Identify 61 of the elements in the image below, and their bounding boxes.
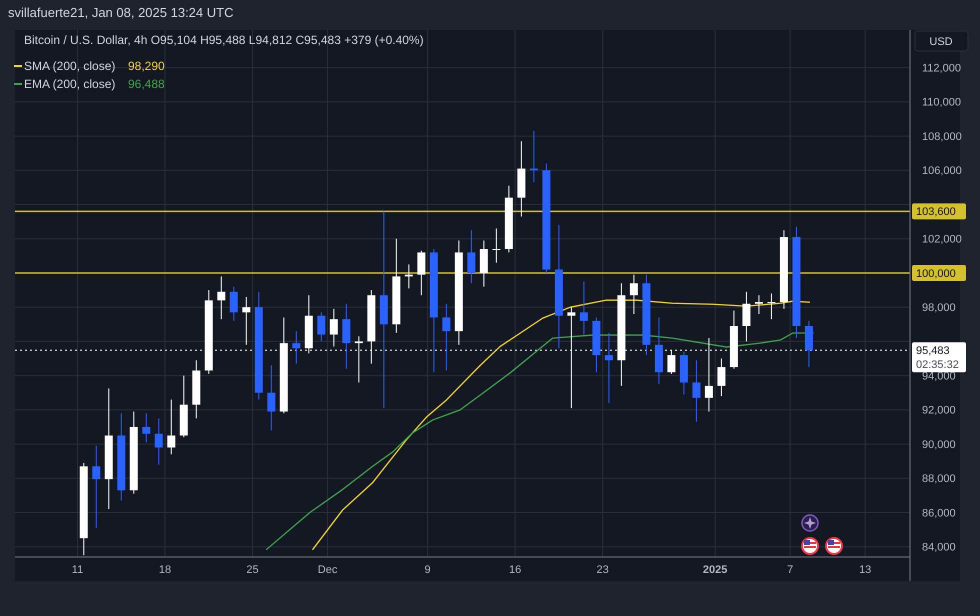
y-tick-label: 92,000 xyxy=(922,404,956,417)
line-series xyxy=(312,300,811,550)
y-tick-label: 94,000 xyxy=(922,370,956,382)
candlestick xyxy=(417,250,426,296)
candlestick xyxy=(692,360,700,422)
candlestick xyxy=(742,291,750,342)
candlestick xyxy=(167,399,176,455)
ref-line-label: 95,483 xyxy=(916,345,950,358)
x-tick-label: 25 xyxy=(246,564,259,576)
x-tick-label: 11 xyxy=(72,564,84,576)
candlestick xyxy=(330,308,338,348)
ref-line-label: 100,000 xyxy=(916,268,956,280)
y-axis-title: USD xyxy=(929,36,953,48)
candlestick xyxy=(142,412,150,443)
x-tick-label: 2025 xyxy=(702,564,728,576)
candlestick xyxy=(442,303,450,371)
candlestick xyxy=(342,303,350,370)
candlestick xyxy=(292,330,300,364)
x-tick-label: 16 xyxy=(508,564,522,576)
candlestick xyxy=(317,312,326,342)
annotation: 98,290 xyxy=(128,59,166,73)
x-tick-label: 7 xyxy=(787,564,794,576)
candlestick xyxy=(754,294,763,315)
y-tick-label: 106,000 xyxy=(922,165,962,178)
chart-title: Bitcoin / U.S. Dollar, 4h O95,104 H95,488 L94,812 C95,483 +379 (+0.40%) xyxy=(24,33,424,47)
text: 02:35:32 xyxy=(916,359,959,372)
y-tick-label: 110,000 xyxy=(922,96,961,109)
y-tick-label: 108,000 xyxy=(922,130,962,143)
candlestick xyxy=(92,445,100,528)
candlestick xyxy=(154,418,163,466)
y-tick-label: 98,000 xyxy=(922,302,956,314)
x-tick-label: 23 xyxy=(596,564,609,576)
y-tick-label: 90,000 xyxy=(922,438,956,451)
candlestick xyxy=(404,264,413,289)
x-tick-label: 18 xyxy=(158,564,172,576)
candlestick xyxy=(604,332,613,404)
y-tick-label: 84,000 xyxy=(922,542,956,554)
text: svillafuerte21, Jan 08, 2025 13:24 UTC xyxy=(8,5,234,20)
x-tick-label: 9 xyxy=(424,564,431,576)
candlestick xyxy=(630,274,638,315)
legend-label: EMA (200, close) xyxy=(24,77,116,91)
y-tick-label: 88,000 xyxy=(922,473,956,486)
candlestick xyxy=(217,276,226,320)
candlestick xyxy=(242,296,250,346)
candlestick xyxy=(580,281,588,336)
x-tick-label: 13 xyxy=(859,564,872,576)
candlestick xyxy=(530,130,538,183)
candlestick xyxy=(767,293,776,320)
candlestick xyxy=(717,358,726,397)
annotation: 96,488 xyxy=(128,77,166,91)
candlestick xyxy=(492,228,500,264)
ref-line-label: 103,600 xyxy=(916,206,956,218)
y-tick-label: 112,000 xyxy=(922,62,961,74)
candlestick xyxy=(267,364,276,431)
y-tick-label: 102,000 xyxy=(922,234,962,246)
legend-label: SMA (200, close) xyxy=(24,59,116,73)
candlestick xyxy=(467,230,476,284)
y-tick-label: 86,000 xyxy=(922,507,956,520)
x-tick-label: Dec xyxy=(318,564,338,576)
candlestick xyxy=(480,240,488,288)
candlestick xyxy=(230,286,238,322)
